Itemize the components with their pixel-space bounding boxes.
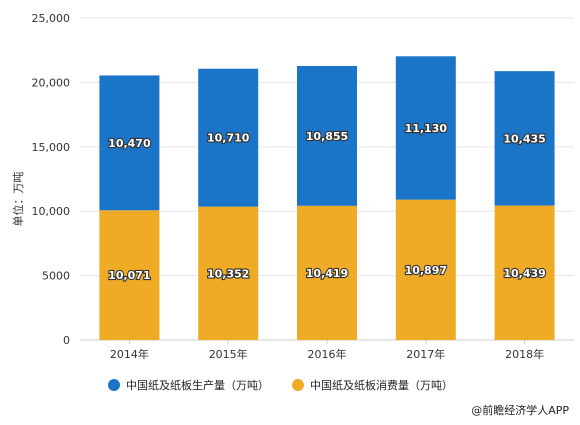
bar-segment [297, 65, 357, 206]
bar-value-label: 10,439 [503, 267, 545, 280]
x-tick-label: 2015年 [209, 347, 248, 361]
y-tick-label: 25,000 [32, 12, 71, 25]
bar-segment [494, 205, 555, 340]
bar-value-label: 10,470 [108, 137, 151, 150]
y-tick-label: 10,000 [32, 205, 71, 218]
bar-segment [99, 210, 160, 340]
legend-label: 中国纸及纸板生产量（万吨） [126, 378, 269, 392]
bar-segment [297, 205, 357, 340]
bar-value-label: 10,897 [405, 264, 447, 277]
bar-segment [99, 75, 160, 211]
bar-segment [494, 71, 555, 206]
y-tick-label: 20,000 [32, 76, 71, 89]
bar-value-label: 10,419 [306, 267, 348, 280]
y-tick-label: 15,000 [32, 141, 71, 154]
bar-segment [198, 206, 259, 340]
y-tick-label: 5000 [42, 270, 70, 283]
bar-value-label: 10,071 [108, 269, 150, 282]
x-axis-ticks: 2014年 2015年 2016年 2017年 2018年 [110, 340, 544, 361]
legend: 中国纸及纸板生产量（万吨） 中国纸及纸板消费量（万吨） [108, 378, 453, 392]
bar-value-label: 10,710 [207, 132, 250, 145]
source-credit: @前瞻经济学人APP [471, 403, 569, 417]
y-tick-label: 0 [63, 334, 70, 347]
legend-marker [292, 379, 304, 391]
bar-value-label: 10,352 [207, 267, 249, 280]
y-axis-label: 单位：万吨 [11, 172, 25, 227]
bars: 10,071 10,470 10,352 10,710 10,419 10,855 10,8… [99, 56, 555, 340]
bar-value-label: 10,855 [306, 130, 348, 143]
bar-value-label: 10,435 [503, 132, 545, 145]
bar-segment [395, 56, 456, 200]
bar-value-label: 11,130 [405, 122, 448, 135]
legend-label: 中国纸及纸板消费量（万吨） [310, 378, 453, 392]
y-axis-ticks: 0 5000 10,000 15,000 20,000 25,000 [32, 12, 71, 347]
x-tick-label: 2016年 [308, 347, 347, 361]
x-tick-label: 2018年 [505, 347, 544, 361]
bar-segment [395, 199, 456, 340]
legend-marker [108, 379, 120, 391]
bar-segment [198, 68, 259, 207]
x-tick-label: 2017年 [406, 347, 445, 361]
x-tick-label: 2014年 [110, 347, 149, 361]
